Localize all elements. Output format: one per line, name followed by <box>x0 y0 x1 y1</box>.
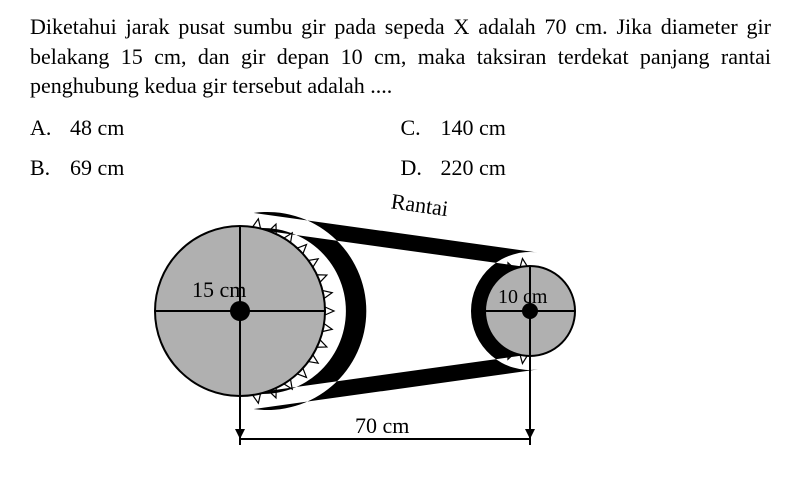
svg-text:15 cm: 15 cm <box>192 277 246 302</box>
option-a-letter: A. <box>30 115 54 141</box>
option-b-text: 69 cm <box>70 155 124 181</box>
svg-text:10 cm: 10 cm <box>498 286 548 308</box>
svg-text:70 cm: 70 cm <box>355 413 409 438</box>
option-b-letter: B. <box>30 155 54 181</box>
options-grid: A. 48 cm C. 140 cm B. 69 cm D. 220 cm <box>30 115 771 181</box>
gear-diagram: 15 cm 10 cm Rantai 70 cm <box>110 191 650 451</box>
question-text: Diketahui jarak pusat sumbu gir pada sep… <box>30 12 771 101</box>
question-body: Diketahui jarak pusat sumbu gir pada sep… <box>30 14 771 98</box>
svg-text:Rantai: Rantai <box>389 191 449 221</box>
option-c-letter: C. <box>401 115 425 141</box>
option-d-letter: D. <box>401 155 425 181</box>
option-b: B. 69 cm <box>30 155 401 181</box>
option-a: A. 48 cm <box>30 115 401 141</box>
option-a-text: 48 cm <box>70 115 124 141</box>
option-c: C. 140 cm <box>401 115 772 141</box>
option-c-text: 140 cm <box>441 115 506 141</box>
option-d: D. 220 cm <box>401 155 772 181</box>
option-d-text: 220 cm <box>441 155 506 181</box>
